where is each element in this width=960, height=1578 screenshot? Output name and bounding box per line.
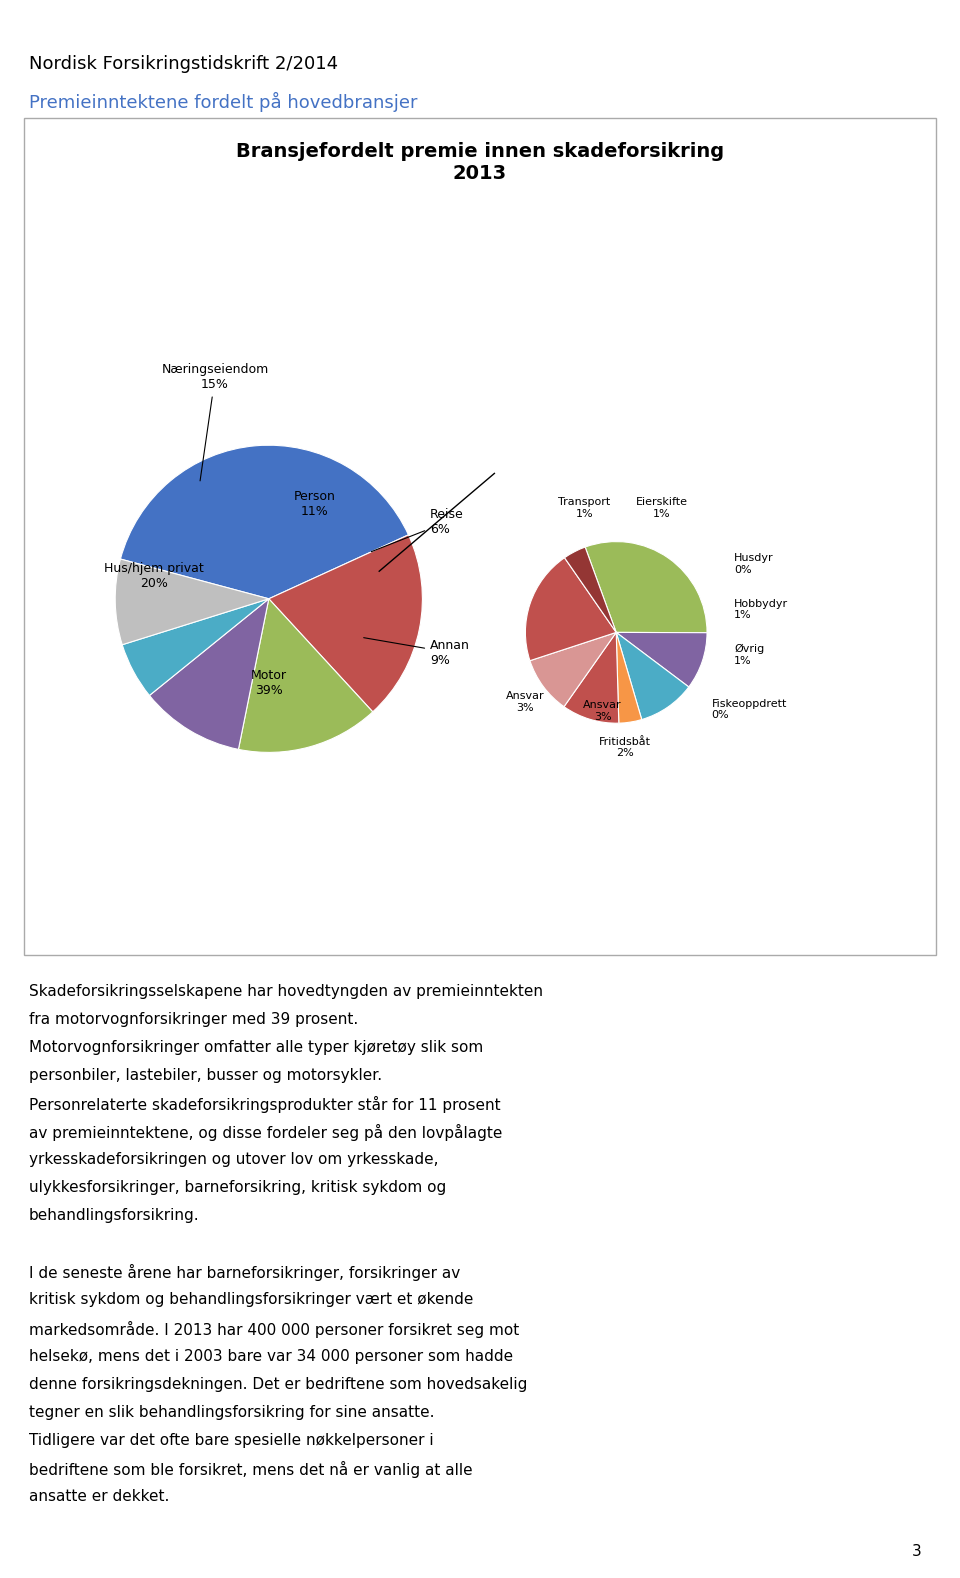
Text: Nordisk Forsikringstidskrift 2/2014: Nordisk Forsikringstidskrift 2/2014 bbox=[29, 55, 338, 73]
Text: bedriftene som ble forsikret, mens det nå er vanlig at alle: bedriftene som ble forsikret, mens det n… bbox=[29, 1461, 472, 1477]
Text: Øvrig
1%: Øvrig 1% bbox=[734, 644, 764, 666]
Text: Personrelaterte skadeforsikringsprodukter står for 11 prosent: Personrelaterte skadeforsikringsprodukte… bbox=[29, 1097, 500, 1114]
Text: fra motorvognforsikringer med 39 prosent.: fra motorvognforsikringer med 39 prosent… bbox=[29, 1011, 358, 1027]
Text: denne forsikringsdekningen. Det er bedriftene som hovedsakelig: denne forsikringsdekningen. Det er bedri… bbox=[29, 1376, 527, 1392]
Text: Ansvar
3%: Ansvar 3% bbox=[584, 701, 622, 723]
Text: personbiler, lastebiler, busser og motorsykler.: personbiler, lastebiler, busser og motor… bbox=[29, 1068, 382, 1083]
Wedge shape bbox=[616, 633, 707, 686]
Text: kritisk sykdom og behandlingsforsikringer vært et økende: kritisk sykdom og behandlingsforsikringe… bbox=[29, 1292, 473, 1308]
Text: Hobbydyr
1%: Hobbydyr 1% bbox=[734, 600, 788, 620]
Text: Premieinntektene fordelt på hovedbransjer: Premieinntektene fordelt på hovedbransje… bbox=[29, 92, 418, 112]
Text: Bransjefordelt premie innen skadeforsikring
2013: Bransjefordelt premie innen skadeforsikr… bbox=[236, 142, 724, 183]
Text: Transport
1%: Transport 1% bbox=[559, 497, 611, 519]
Text: Fritidsbåt
2%: Fritidsbåt 2% bbox=[599, 737, 651, 759]
Wedge shape bbox=[564, 548, 616, 633]
Wedge shape bbox=[269, 535, 422, 712]
Wedge shape bbox=[122, 598, 269, 696]
Text: ulykkesforsikringer, barneforsikring, kritisk sykdom og: ulykkesforsikringer, barneforsikring, kr… bbox=[29, 1180, 446, 1196]
Text: av premieinntektene, og disse fordeler seg på den lovpålagte: av premieinntektene, og disse fordeler s… bbox=[29, 1125, 502, 1141]
Wedge shape bbox=[115, 559, 269, 645]
Text: I de seneste årene har barneforsikringer, forsikringer av: I de seneste årene har barneforsikringer… bbox=[29, 1264, 460, 1281]
Text: Reise
6%: Reise 6% bbox=[372, 508, 464, 552]
Wedge shape bbox=[238, 598, 372, 753]
Wedge shape bbox=[616, 633, 688, 720]
Text: behandlingsforsikring.: behandlingsforsikring. bbox=[29, 1209, 200, 1223]
Text: Eierskifte
1%: Eierskifte 1% bbox=[636, 497, 687, 519]
Text: yrkesskadeforsikringen og utover lov om yrkesskade,: yrkesskadeforsikringen og utover lov om … bbox=[29, 1152, 439, 1168]
Text: helsekø, mens det i 2003 bare var 34 000 personer som hadde: helsekø, mens det i 2003 bare var 34 000… bbox=[29, 1349, 513, 1363]
Text: Motor
39%: Motor 39% bbox=[251, 669, 287, 697]
Wedge shape bbox=[525, 557, 616, 661]
Text: markedsområde. I 2013 har 400 000 personer forsikret seg mot: markedsområde. I 2013 har 400 000 person… bbox=[29, 1321, 519, 1338]
Text: Ansvar
3%: Ansvar 3% bbox=[506, 691, 544, 713]
Text: Tidligere var det ofte bare spesielle nøkkelpersoner i: Tidligere var det ofte bare spesielle nø… bbox=[29, 1433, 433, 1447]
Wedge shape bbox=[530, 633, 616, 707]
Wedge shape bbox=[150, 598, 269, 750]
Wedge shape bbox=[586, 541, 707, 633]
Text: ansatte er dekket.: ansatte er dekket. bbox=[29, 1488, 169, 1504]
Text: 3: 3 bbox=[912, 1543, 922, 1559]
Text: Næringseiendom
15%: Næringseiendom 15% bbox=[161, 363, 269, 481]
Wedge shape bbox=[616, 633, 641, 723]
Wedge shape bbox=[120, 445, 408, 598]
Text: Person
11%: Person 11% bbox=[294, 489, 336, 518]
Text: Skadeforsikringsselskapene har hovedtyngden av premieinntekten: Skadeforsikringsselskapene har hovedtyng… bbox=[29, 985, 542, 999]
Text: Fiskeoppdrett
0%: Fiskeoppdrett 0% bbox=[711, 699, 787, 721]
Wedge shape bbox=[564, 633, 619, 723]
Text: tegner en slik behandlingsforsikring for sine ansatte.: tegner en slik behandlingsforsikring for… bbox=[29, 1404, 434, 1420]
Text: Hus/hjem privat
20%: Hus/hjem privat 20% bbox=[104, 562, 204, 590]
Text: Motorvognforsikringer omfatter alle typer kjøretøy slik som: Motorvognforsikringer omfatter alle type… bbox=[29, 1040, 483, 1056]
Text: Annan
9%: Annan 9% bbox=[364, 638, 470, 666]
Text: Husdyr
0%: Husdyr 0% bbox=[734, 554, 774, 574]
